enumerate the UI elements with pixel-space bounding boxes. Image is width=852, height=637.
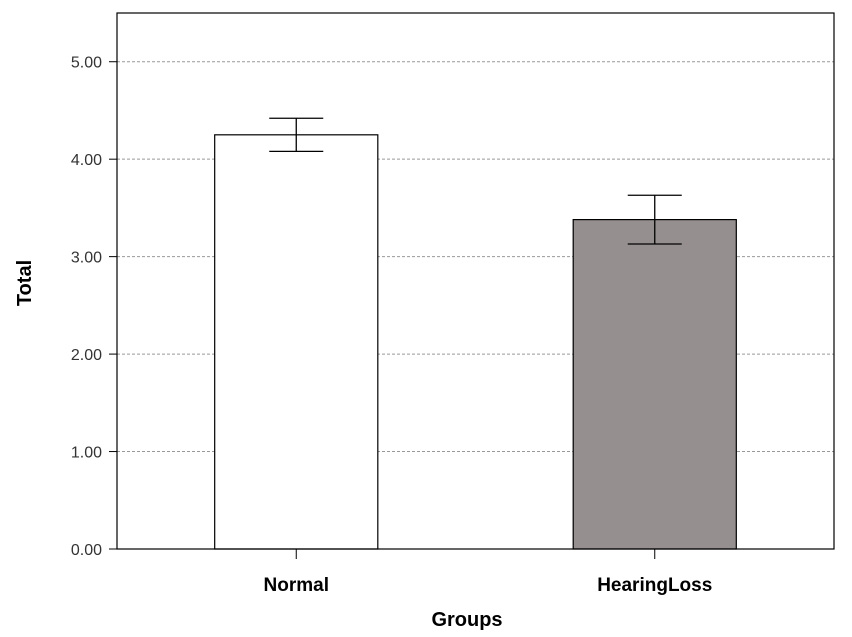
x-axis-title: Groups [431, 609, 502, 631]
y-tick-label: 4.00 [71, 152, 102, 169]
y-tick-label: 3.00 [71, 250, 102, 267]
plot-frame [116, 12, 835, 550]
x-tick-label: HearingLoss [597, 575, 712, 596]
y-tick-label: 5.00 [71, 55, 102, 72]
y-tick-label: 0.00 [71, 542, 102, 559]
bar-hearingloss [572, 219, 737, 550]
y-axis-title: Total [14, 260, 36, 306]
y-tick-label: 2.00 [71, 347, 102, 364]
bar-normal [214, 134, 379, 550]
bars [214, 134, 737, 550]
y-axis-ticks: 0.00 1.00 2.00 3.00 4.00 5.00 [71, 55, 117, 559]
x-axis-ticks: Normal HearingLoss [264, 549, 712, 596]
y-tick-label: 1.00 [71, 445, 102, 462]
x-tick-label: Normal [264, 575, 329, 596]
error-bars [269, 117, 682, 245]
